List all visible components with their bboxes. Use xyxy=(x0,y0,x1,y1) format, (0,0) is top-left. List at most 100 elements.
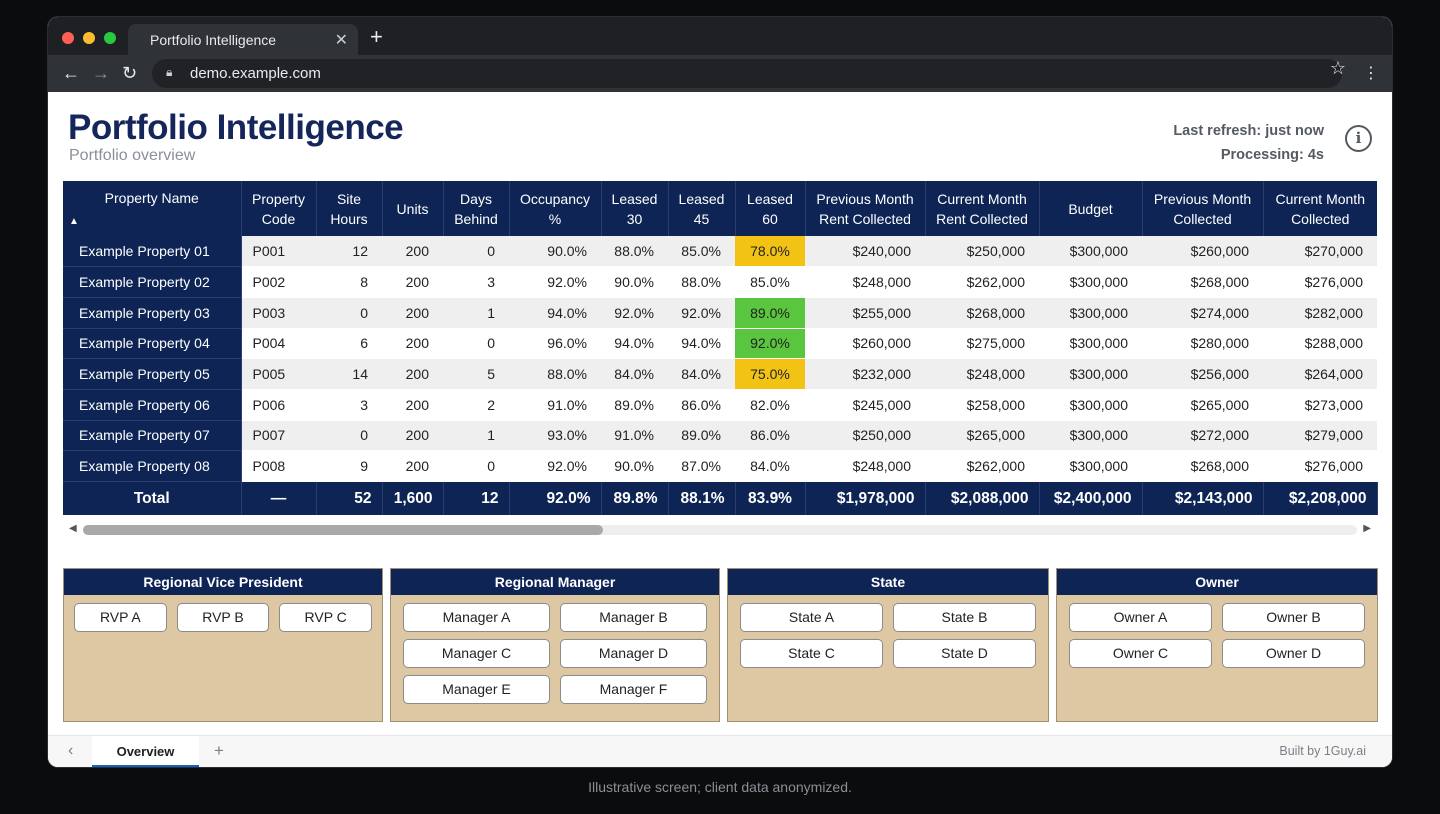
column-header[interactable]: Days Behind xyxy=(443,181,510,236)
column-header[interactable]: Units xyxy=(382,181,444,236)
cell-cur-rent: $250,000 xyxy=(925,236,1039,268)
browser-toolbar: ← → ↻ 🔒︎ demo.example.com ☆ ⋮ xyxy=(48,55,1392,92)
total-leased60: 83.9% xyxy=(735,481,806,516)
column-header[interactable]: Current Month Collected xyxy=(1263,181,1377,236)
cell-prev-rent: $250,000 xyxy=(805,420,925,452)
slicer-option-button[interactable]: State C xyxy=(740,639,883,668)
slicer-owner: Owner Owner A Owner B Owner C Owner D xyxy=(1056,568,1378,722)
slicer-option-button[interactable]: Owner D xyxy=(1222,639,1365,668)
close-window-button[interactable] xyxy=(62,32,74,44)
scroll-left-icon[interactable]: ◀ xyxy=(69,523,77,534)
column-header[interactable]: Site Hours xyxy=(316,181,383,236)
slicer-option-button[interactable]: RVP B xyxy=(176,603,270,632)
slicer-option-button[interactable]: RVP A xyxy=(74,603,167,632)
slicer-option-button[interactable]: Manager E xyxy=(403,675,550,704)
cell-site-hours: 9 xyxy=(316,450,382,482)
total-leased30: 89.8% xyxy=(601,481,669,516)
column-header[interactable]: Property Name ▲ xyxy=(63,181,242,236)
cell-leased60: 82.0% xyxy=(735,389,805,421)
cell-prev-rent: $240,000 xyxy=(805,236,925,268)
cell-prev-rent: $248,000 xyxy=(805,266,925,298)
column-header[interactable]: Property Code xyxy=(241,181,317,236)
slicer-options: Owner A Owner B Owner C Owner D xyxy=(1057,595,1377,676)
column-header[interactable]: Budget xyxy=(1039,181,1143,236)
forward-arrow-icon[interactable]: → xyxy=(92,63,110,83)
reload-icon[interactable]: ↻ xyxy=(122,63,138,83)
cell-leased30: 94.0% xyxy=(601,328,668,360)
slicer-option-button[interactable]: Manager F xyxy=(560,675,707,704)
cell-budget: $300,000 xyxy=(1039,266,1142,298)
column-header[interactable]: Leased 30 xyxy=(601,181,669,236)
slicer-option-button[interactable]: Owner A xyxy=(1069,603,1212,632)
cell-days-behind: 2 xyxy=(443,389,509,421)
scroll-track[interactable] xyxy=(83,525,1357,535)
cell-code: P004 xyxy=(241,328,316,360)
slicer-option-button[interactable]: State A xyxy=(740,603,883,632)
property-name-cell: Example Property 01 xyxy=(63,236,242,268)
column-header[interactable]: Current Month Rent Collected xyxy=(925,181,1040,236)
horizontal-scrollbar[interactable]: ◀ ▶ xyxy=(63,523,1377,537)
new-tab-button[interactable]: + xyxy=(370,24,383,49)
table-row[interactable]: Example Property 07 P007 0 200 1 93.0% 91.0% 89… xyxy=(63,420,1377,452)
processing-text: Processing: 4s xyxy=(1220,147,1324,163)
cell-leased30: 92.0% xyxy=(601,297,668,329)
browser-tab[interactable]: Portfolio Intelligence ✕ xyxy=(128,24,358,55)
total-prev-rent: $1,978,000 xyxy=(805,481,926,516)
table-row[interactable]: Example Property 01 P001 12 200 0 90.0% 88.0% 8… xyxy=(63,236,1377,268)
tab-close-icon[interactable]: ✕ xyxy=(334,32,348,49)
maximize-window-button[interactable] xyxy=(104,32,116,44)
total-budget: $2,400,000 xyxy=(1039,481,1143,516)
column-header[interactable]: Occupancy % xyxy=(509,181,602,236)
slicer-option-button[interactable]: Manager B xyxy=(560,603,707,632)
chevron-left-icon[interactable]: ‹ xyxy=(68,742,74,759)
slicer-option-button[interactable]: Manager C xyxy=(403,639,550,668)
tab-overview[interactable]: Overview xyxy=(92,736,199,767)
table-row[interactable]: Example Property 06 P006 3 200 2 91.0% 89.0% 86… xyxy=(63,389,1377,421)
cell-days-behind: 5 xyxy=(443,358,509,390)
cell-occupancy: 94.0% xyxy=(509,297,601,329)
cell-budget: $300,000 xyxy=(1039,420,1142,452)
back-arrow-icon[interactable]: ← xyxy=(62,63,80,83)
column-header[interactable]: Leased 60 xyxy=(735,181,806,236)
table-row[interactable]: Example Property 05 P005 14 200 5 88.0% 84.0% 8… xyxy=(63,358,1377,390)
cell-site-hours: 8 xyxy=(316,266,382,298)
bookmark-star-icon[interactable]: ☆ xyxy=(1329,58,1346,78)
slicer-title: Regional Manager xyxy=(391,569,719,595)
column-header[interactable]: Previous Month Collected xyxy=(1142,181,1264,236)
cell-cur-rent: $268,000 xyxy=(925,297,1039,329)
cell-budget: $300,000 xyxy=(1039,389,1142,421)
cell-days-behind: 0 xyxy=(443,328,509,360)
slicer-option-button[interactable]: RVP C xyxy=(279,603,372,632)
slicer-option-button[interactable]: Owner B xyxy=(1222,603,1365,632)
column-header[interactable]: Previous Month Rent Collected xyxy=(805,181,926,236)
table-row[interactable]: Example Property 03 P003 0 200 1 94.0% 92.0% 92… xyxy=(63,297,1377,329)
slicer-option-button[interactable]: State B xyxy=(893,603,1036,632)
scroll-thumb[interactable] xyxy=(83,525,603,535)
cell-leased30: 91.0% xyxy=(601,420,668,452)
cell-leased60: 89.0% xyxy=(735,297,805,329)
info-icon[interactable]: i xyxy=(1345,125,1372,152)
slicer-option-button[interactable]: Owner C xyxy=(1069,639,1212,668)
address-bar[interactable]: 🔒︎ demo.example.com xyxy=(152,59,1342,88)
cell-occupancy: 90.0% xyxy=(509,236,601,268)
table-row[interactable]: Example Property 02 P002 8 200 3 92.0% 90.0% 88… xyxy=(63,266,1377,298)
cell-prev-collected: $256,000 xyxy=(1142,358,1263,390)
slicer-option-button[interactable]: Manager D xyxy=(560,639,707,668)
minimize-window-button[interactable] xyxy=(83,32,95,44)
column-header[interactable]: Leased 45 xyxy=(668,181,736,236)
slicer-option-button[interactable]: State D xyxy=(893,639,1036,668)
cell-site-hours: 0 xyxy=(316,420,382,452)
cell-prev-rent: $232,000 xyxy=(805,358,925,390)
total-days-behind: 12 xyxy=(443,481,510,516)
slicer-option-button[interactable]: Manager A xyxy=(403,603,550,632)
cell-leased45: 85.0% xyxy=(668,236,735,268)
cell-units: 200 xyxy=(382,389,443,421)
table-row[interactable]: Example Property 04 P004 6 200 0 96.0% 94.0% 94… xyxy=(63,328,1377,360)
sort-ascending-icon[interactable]: ▲ xyxy=(69,216,79,227)
browser-menu-icon[interactable]: ⋮ xyxy=(1363,65,1379,82)
cell-cur-rent: $262,000 xyxy=(925,266,1039,298)
table-row[interactable]: Example Property 08 P008 9 200 0 92.0% 90.0% 87… xyxy=(63,450,1377,482)
cell-prev-collected: $280,000 xyxy=(1142,328,1263,360)
scroll-right-icon[interactable]: ▶ xyxy=(1363,523,1371,534)
add-page-icon[interactable]: + xyxy=(214,741,224,760)
